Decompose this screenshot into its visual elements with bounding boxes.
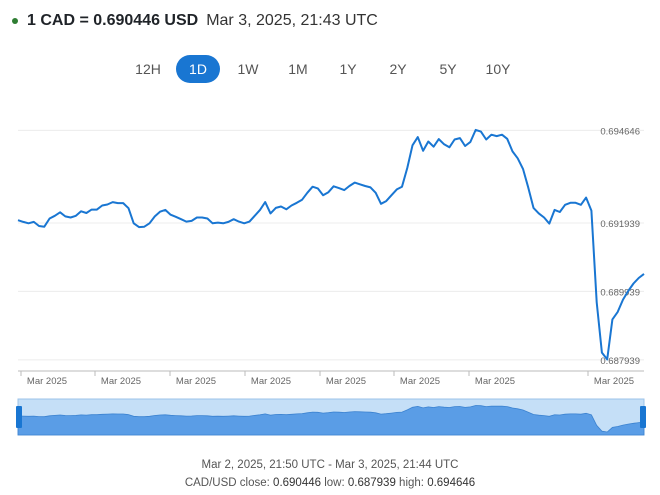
pair-label: CAD/USD xyxy=(184,477,237,489)
time-range-tabs: 12H 1D 1W 1M 1Y 2Y 5Y 10Y xyxy=(126,55,526,83)
range-tab-1m[interactable]: 1M xyxy=(288,61,308,77)
y-tick-label: 0.687939 xyxy=(600,356,640,367)
date-range-text: Mar 2, 2025, 21:50 UTC - Mar 3, 2025, 21… xyxy=(201,459,459,471)
x-tick-label: Mar 2025 xyxy=(176,376,216,387)
range-tab-2y[interactable]: 2Y xyxy=(389,61,407,77)
close-value: 0.690446 xyxy=(273,477,322,489)
series-line xyxy=(17,128,645,361)
chart-footer: Mar 2, 2025, 21:50 UTC - Mar 3, 2025, 21… xyxy=(0,456,660,492)
x-tick-label: Mar 2025 xyxy=(594,376,634,387)
low-value: 0.687939 xyxy=(347,477,396,489)
x-tick-label: Mar 2025 xyxy=(475,376,515,387)
high-label: high: xyxy=(399,477,424,489)
y-tick-label: 0.694646 xyxy=(600,126,640,137)
navigator-right-handle[interactable] xyxy=(640,406,646,428)
range-tab-5y[interactable]: 5Y xyxy=(439,61,457,77)
navigator-left-handle[interactable] xyxy=(16,406,22,428)
x-tick-label: Mar 2025 xyxy=(400,376,440,387)
high-value: 0.694646 xyxy=(427,477,476,489)
range-tab-10y[interactable]: 10Y xyxy=(485,61,511,77)
rate-header: 1 CAD = 0.690446 USD Mar 3, 2025, 21:43 … xyxy=(12,8,378,34)
rate-chart: 0.694646 0.691939 0.689939 0.687939 Mar 2025… xyxy=(16,126,646,436)
rate-timestamp: Mar 3, 2025, 21:43 UTC xyxy=(206,12,378,29)
x-tick-label: Mar 2025 xyxy=(326,376,366,387)
y-tick-label: 0.689939 xyxy=(600,287,640,298)
x-tick-label: Mar 2025 xyxy=(101,376,141,387)
navigator-area xyxy=(17,405,645,436)
x-tick-label: Mar 2025 xyxy=(251,376,291,387)
exchange-rate-title: 1 CAD = 0.690446 USD xyxy=(27,12,199,29)
y-tick-label: 0.691939 xyxy=(600,219,640,230)
summary-line: CAD/USD close: 0.690446 low: 0.687939 hi… xyxy=(0,474,660,492)
range-tab-1d[interactable]: 1D xyxy=(176,55,220,83)
range-tab-1y[interactable]: 1Y xyxy=(339,61,357,77)
x-tick-label: Mar 2025 xyxy=(27,376,67,387)
range-tab-1w[interactable]: 1W xyxy=(237,61,259,77)
range-tab-12h[interactable]: 12H xyxy=(135,61,161,77)
low-label: low: xyxy=(324,477,345,489)
live-status-icon xyxy=(12,18,18,24)
close-label: close: xyxy=(239,477,270,489)
